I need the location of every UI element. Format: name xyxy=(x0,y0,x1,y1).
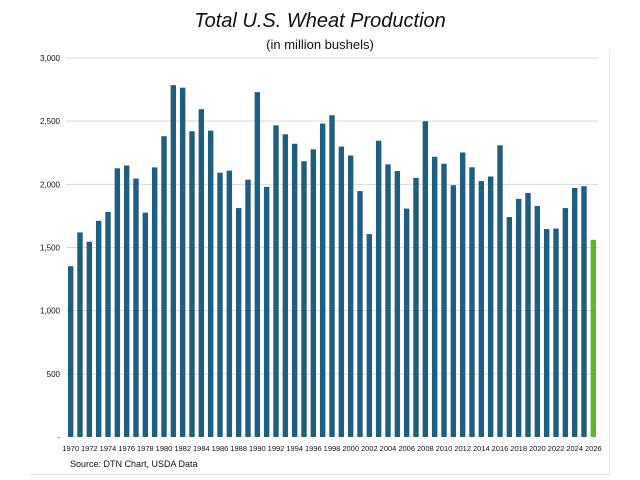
bar xyxy=(515,198,522,437)
bar xyxy=(161,136,167,438)
x-tick-label: 1986 xyxy=(212,444,229,453)
bar xyxy=(310,149,317,438)
bar xyxy=(95,220,102,437)
x-tick-label: 1976 xyxy=(118,444,135,453)
x-tick-label: 2014 xyxy=(473,444,490,453)
y-tick-label: 2,500 xyxy=(40,117,61,126)
bar xyxy=(67,266,74,437)
bar xyxy=(86,241,93,437)
x-tick-label: 1978 xyxy=(137,444,154,453)
bar xyxy=(207,130,214,437)
x-tick-label: 2012 xyxy=(454,444,471,453)
bar xyxy=(245,179,251,437)
bar xyxy=(543,229,550,437)
x-tick-label: 2018 xyxy=(510,444,527,453)
y-tick-label: 1,000 xyxy=(40,307,61,316)
x-tick-label: 2016 xyxy=(492,444,509,453)
bar xyxy=(581,186,587,437)
x-tick-label: 2024 xyxy=(566,444,583,453)
bar xyxy=(170,85,177,437)
bar xyxy=(291,143,298,437)
bar xyxy=(151,167,158,437)
bar xyxy=(338,146,345,437)
bar xyxy=(375,140,382,437)
bar xyxy=(226,170,233,437)
x-tick-label: 2008 xyxy=(417,444,434,453)
x-tick-label: 1988 xyxy=(230,444,247,453)
bar xyxy=(114,168,121,437)
bar xyxy=(347,155,354,437)
bar xyxy=(301,161,307,437)
x-tick-label: 1996 xyxy=(305,444,322,453)
y-tick-label: 3,000 xyxy=(40,54,61,63)
y-tick-label: - xyxy=(57,433,60,442)
bar xyxy=(497,145,503,437)
bar xyxy=(263,186,270,437)
bar xyxy=(273,125,279,437)
x-tick-label: 1974 xyxy=(100,444,117,453)
bar xyxy=(459,152,466,438)
x-tick-label: 1992 xyxy=(268,444,285,453)
bar xyxy=(254,92,261,438)
x-tick-label: 2002 xyxy=(361,444,378,453)
y-tick-label: 2,000 xyxy=(40,180,61,189)
bar xyxy=(282,134,289,437)
bar xyxy=(571,187,578,437)
bar xyxy=(431,156,438,437)
x-tick-label: 1970 xyxy=(62,444,79,453)
x-tick-label: 1982 xyxy=(174,444,191,453)
x-tick-label: 1990 xyxy=(249,444,266,453)
x-tick-label: 2020 xyxy=(529,444,546,453)
bar xyxy=(77,232,83,437)
bar xyxy=(105,211,111,437)
bar xyxy=(329,115,335,437)
bar xyxy=(525,192,531,437)
x-tick-label: 2006 xyxy=(398,444,415,453)
x-tick-label: 2026 xyxy=(585,444,602,453)
x-tick-label: 1998 xyxy=(324,444,341,453)
y-tick-label: 500 xyxy=(47,370,61,379)
bar xyxy=(123,165,130,437)
chart-title: Total U.S. Wheat Production xyxy=(194,10,446,32)
forecast-bar xyxy=(590,239,597,437)
bar xyxy=(450,185,457,437)
bar xyxy=(487,176,494,437)
y-tick-label: 1,500 xyxy=(40,244,61,253)
bar xyxy=(553,228,559,437)
bar xyxy=(413,177,419,438)
bar xyxy=(422,121,429,437)
bar xyxy=(319,123,326,437)
bar xyxy=(385,164,391,437)
x-tick-label: 1994 xyxy=(286,444,303,453)
x-tick-label: 2004 xyxy=(380,444,397,453)
bar xyxy=(469,167,475,438)
bar xyxy=(478,181,485,437)
bar xyxy=(562,208,569,437)
x-tick-label: 1984 xyxy=(193,444,210,453)
bar xyxy=(534,206,541,437)
bar xyxy=(366,234,373,437)
chart-subtitle: (in million bushels) xyxy=(266,37,374,52)
chart-source: Source: DTN Chart, USDA Data xyxy=(70,459,198,469)
bar xyxy=(142,212,149,437)
bar xyxy=(235,208,242,437)
bar xyxy=(441,163,447,437)
bar xyxy=(179,87,186,438)
bar xyxy=(506,217,513,437)
bar xyxy=(217,172,223,437)
x-tick-label: 1972 xyxy=(81,444,98,453)
x-tick-label: 2010 xyxy=(436,444,453,453)
bar xyxy=(403,208,410,437)
x-tick-label: 2022 xyxy=(548,444,565,453)
x-tick-label: 1980 xyxy=(156,444,173,453)
bar xyxy=(133,178,139,437)
bar xyxy=(357,191,363,437)
bar xyxy=(394,171,401,437)
x-tick-label: 2000 xyxy=(342,444,359,453)
bar xyxy=(189,131,195,438)
bar xyxy=(198,109,205,437)
